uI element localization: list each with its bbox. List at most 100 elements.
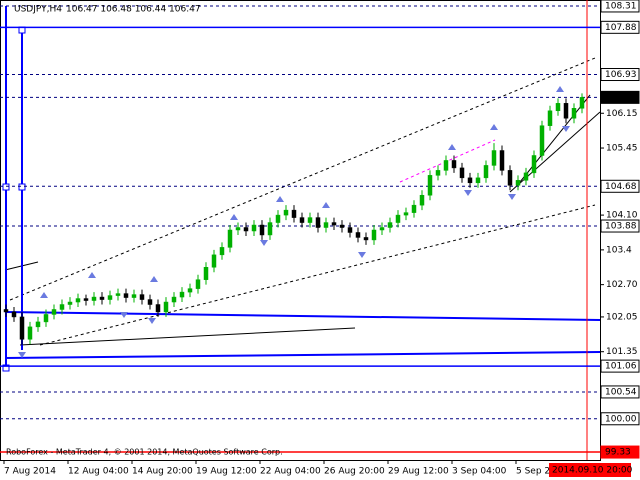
x-tick-label: 3 Sep 04:00 <box>452 467 507 477</box>
candle-body <box>195 279 201 289</box>
quote: 106.47 106.48 106.44 106.47 <box>66 5 201 15</box>
candle-body <box>459 167 465 179</box>
candle-body <box>203 267 209 280</box>
candle-body <box>75 298 81 303</box>
price-axis: 106.15 105.45 104.10 103.4 102.70 102.05 101.3… <box>600 0 640 459</box>
fractal-markers <box>18 86 570 358</box>
level-box <box>600 20 640 34</box>
candle-body <box>571 108 577 119</box>
x-tick-label: 5 Sep 2 <box>516 467 550 477</box>
candle-body <box>67 301 73 305</box>
level-box <box>600 0 640 13</box>
levels <box>0 5 600 453</box>
candle-body <box>19 316 25 340</box>
candle-body <box>579 97 585 109</box>
candle-body <box>275 214 281 223</box>
candle-body <box>499 150 505 171</box>
candle-body <box>307 217 313 223</box>
candle-body <box>403 212 409 216</box>
y-tick-label: 101.35 <box>606 347 638 357</box>
candle-body <box>539 125 545 156</box>
candle-body <box>163 301 169 313</box>
x-tick-label: 26 Aug 20:00 <box>324 467 385 477</box>
candle-body <box>563 103 569 119</box>
level-box <box>600 68 640 82</box>
y-tick-label: 103.4 <box>606 245 632 255</box>
candle-body <box>139 294 145 300</box>
candle-body <box>443 160 449 171</box>
candle-body <box>331 222 337 226</box>
candle-body <box>531 155 537 174</box>
candle-body <box>467 177 473 184</box>
level-label: 101.06 <box>605 362 637 372</box>
symbol-title: USDJPY,H4 <box>14 5 62 15</box>
level-box <box>600 219 640 233</box>
candle-body <box>11 311 17 318</box>
x-tick-label: 14 Aug 20:00 <box>132 467 193 477</box>
cursor-time-box <box>549 463 631 477</box>
candle-body <box>283 209 289 216</box>
candle-body <box>347 227 353 233</box>
candle-body <box>115 293 121 296</box>
candle-body <box>43 314 49 323</box>
candle-body <box>107 295 113 300</box>
candle-body <box>483 165 489 179</box>
candle-body <box>435 170 441 176</box>
candle-body <box>355 232 361 238</box>
candle-body <box>475 177 481 184</box>
level-label: 100.54 <box>605 387 637 397</box>
candle-body <box>227 229 233 248</box>
y-tick-label: 105.45 <box>606 144 638 154</box>
level-label: 107.88 <box>605 23 637 33</box>
candle-body <box>387 222 393 228</box>
candle-body <box>83 298 89 301</box>
trend-lines <box>2 0 601 460</box>
candle-body <box>379 227 385 231</box>
candle-body <box>59 304 65 310</box>
level-label: 106.47 <box>605 93 637 103</box>
cursor-time: 2014.09.10 20:00 <box>552 466 633 476</box>
y-tick-label: 104.10 <box>606 211 638 221</box>
candle-body <box>131 294 137 298</box>
candle-body <box>363 237 369 241</box>
candles <box>3 93 585 346</box>
level-label: 108.31 <box>605 1 637 11</box>
y-tick-label: 102.05 <box>606 312 638 322</box>
level-label: 100.00 <box>605 414 637 424</box>
candle-body <box>411 204 417 213</box>
candle-body <box>523 172 529 181</box>
y-tick-label: 106.15 <box>606 109 638 119</box>
level-box <box>600 385 640 399</box>
candle-body <box>123 293 129 298</box>
level-box <box>600 90 640 104</box>
candle-body <box>299 217 305 223</box>
level-label: 106.93 <box>605 70 637 80</box>
candle-body <box>395 214 401 223</box>
level-label: 104.68 <box>605 182 637 192</box>
x-tick-label: 12 Aug 04:00 <box>68 467 129 477</box>
level-box <box>600 445 640 459</box>
candle-body <box>243 227 249 232</box>
candle-body <box>27 326 33 340</box>
candle-body <box>35 321 41 328</box>
x-tick-label: 19 Aug 12:00 <box>196 467 257 477</box>
candle-body <box>267 222 273 236</box>
x-tick-label: 29 Aug 12:00 <box>388 467 449 477</box>
candle-body <box>147 299 153 305</box>
candle-body <box>339 224 345 228</box>
candle-body <box>211 254 217 268</box>
candle-body <box>235 227 241 231</box>
candle-body <box>371 229 377 241</box>
candle-body <box>291 209 297 218</box>
level-label: 99.33 <box>605 448 631 458</box>
candle-body <box>315 217 321 228</box>
candle-body <box>515 180 521 186</box>
candle-body <box>507 170 513 186</box>
candle-body <box>427 175 433 196</box>
candle-body <box>491 150 497 166</box>
footer: RoboForex - MetaTrader 4, © 2001 2014, M… <box>6 448 283 457</box>
candle-body <box>547 110 553 126</box>
candle-body <box>51 309 57 315</box>
